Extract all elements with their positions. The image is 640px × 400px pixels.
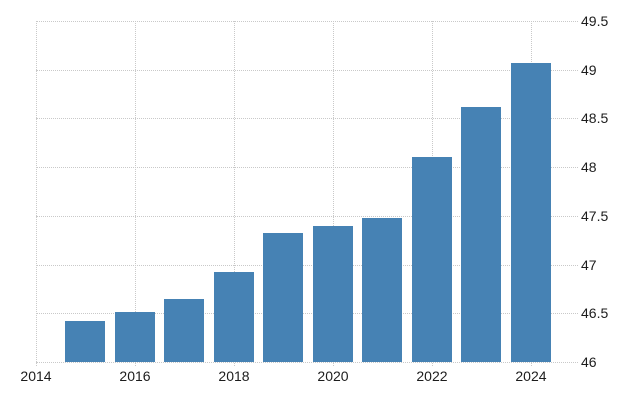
- bar-2019: [263, 233, 304, 362]
- horizontal-gridline: [36, 21, 578, 22]
- y-tick-label: 47.5: [581, 207, 609, 224]
- bar-2018: [213, 272, 254, 362]
- vertical-gridline: [332, 21, 334, 366]
- horizontal-gridline: [36, 264, 578, 266]
- bar-2021: [362, 217, 403, 362]
- horizontal-gridline: [36, 215, 578, 217]
- y-tick-label: 46: [581, 354, 597, 370]
- bar-2015: [65, 321, 106, 362]
- x-tick-label: 2024: [515, 368, 547, 384]
- x-tick-label: 2016: [119, 368, 151, 384]
- y-tick-label: 47: [581, 256, 597, 273]
- bar-2022: [411, 157, 452, 362]
- bar-2024: [510, 62, 551, 362]
- bar-2016: [114, 312, 155, 362]
- x-tick-label: 2014: [20, 368, 52, 384]
- x-tick-label: 2022: [416, 368, 448, 384]
- vertical-gridline: [36, 21, 37, 366]
- x-tick-label: 2018: [218, 368, 250, 384]
- horizontal-gridline: [36, 362, 578, 363]
- horizontal-gridline: [36, 167, 578, 169]
- y-tick-label: 48.5: [581, 110, 609, 127]
- horizontal-gridline: [36, 313, 578, 315]
- bar-2017: [164, 298, 205, 362]
- vertical-gridline: [134, 21, 136, 366]
- bar-2020: [312, 225, 353, 362]
- bar-2023: [461, 106, 502, 362]
- horizontal-gridline: [36, 118, 578, 120]
- horizontal-gridline: [36, 69, 578, 71]
- y-tick-label: 48: [581, 159, 597, 176]
- y-tick-label: 49: [581, 61, 597, 78]
- x-tick-label: 2020: [317, 368, 349, 384]
- vertical-gridline: [233, 21, 235, 366]
- y-tick-label: 49.5: [581, 13, 609, 29]
- y-tick-label: 46.5: [581, 305, 609, 322]
